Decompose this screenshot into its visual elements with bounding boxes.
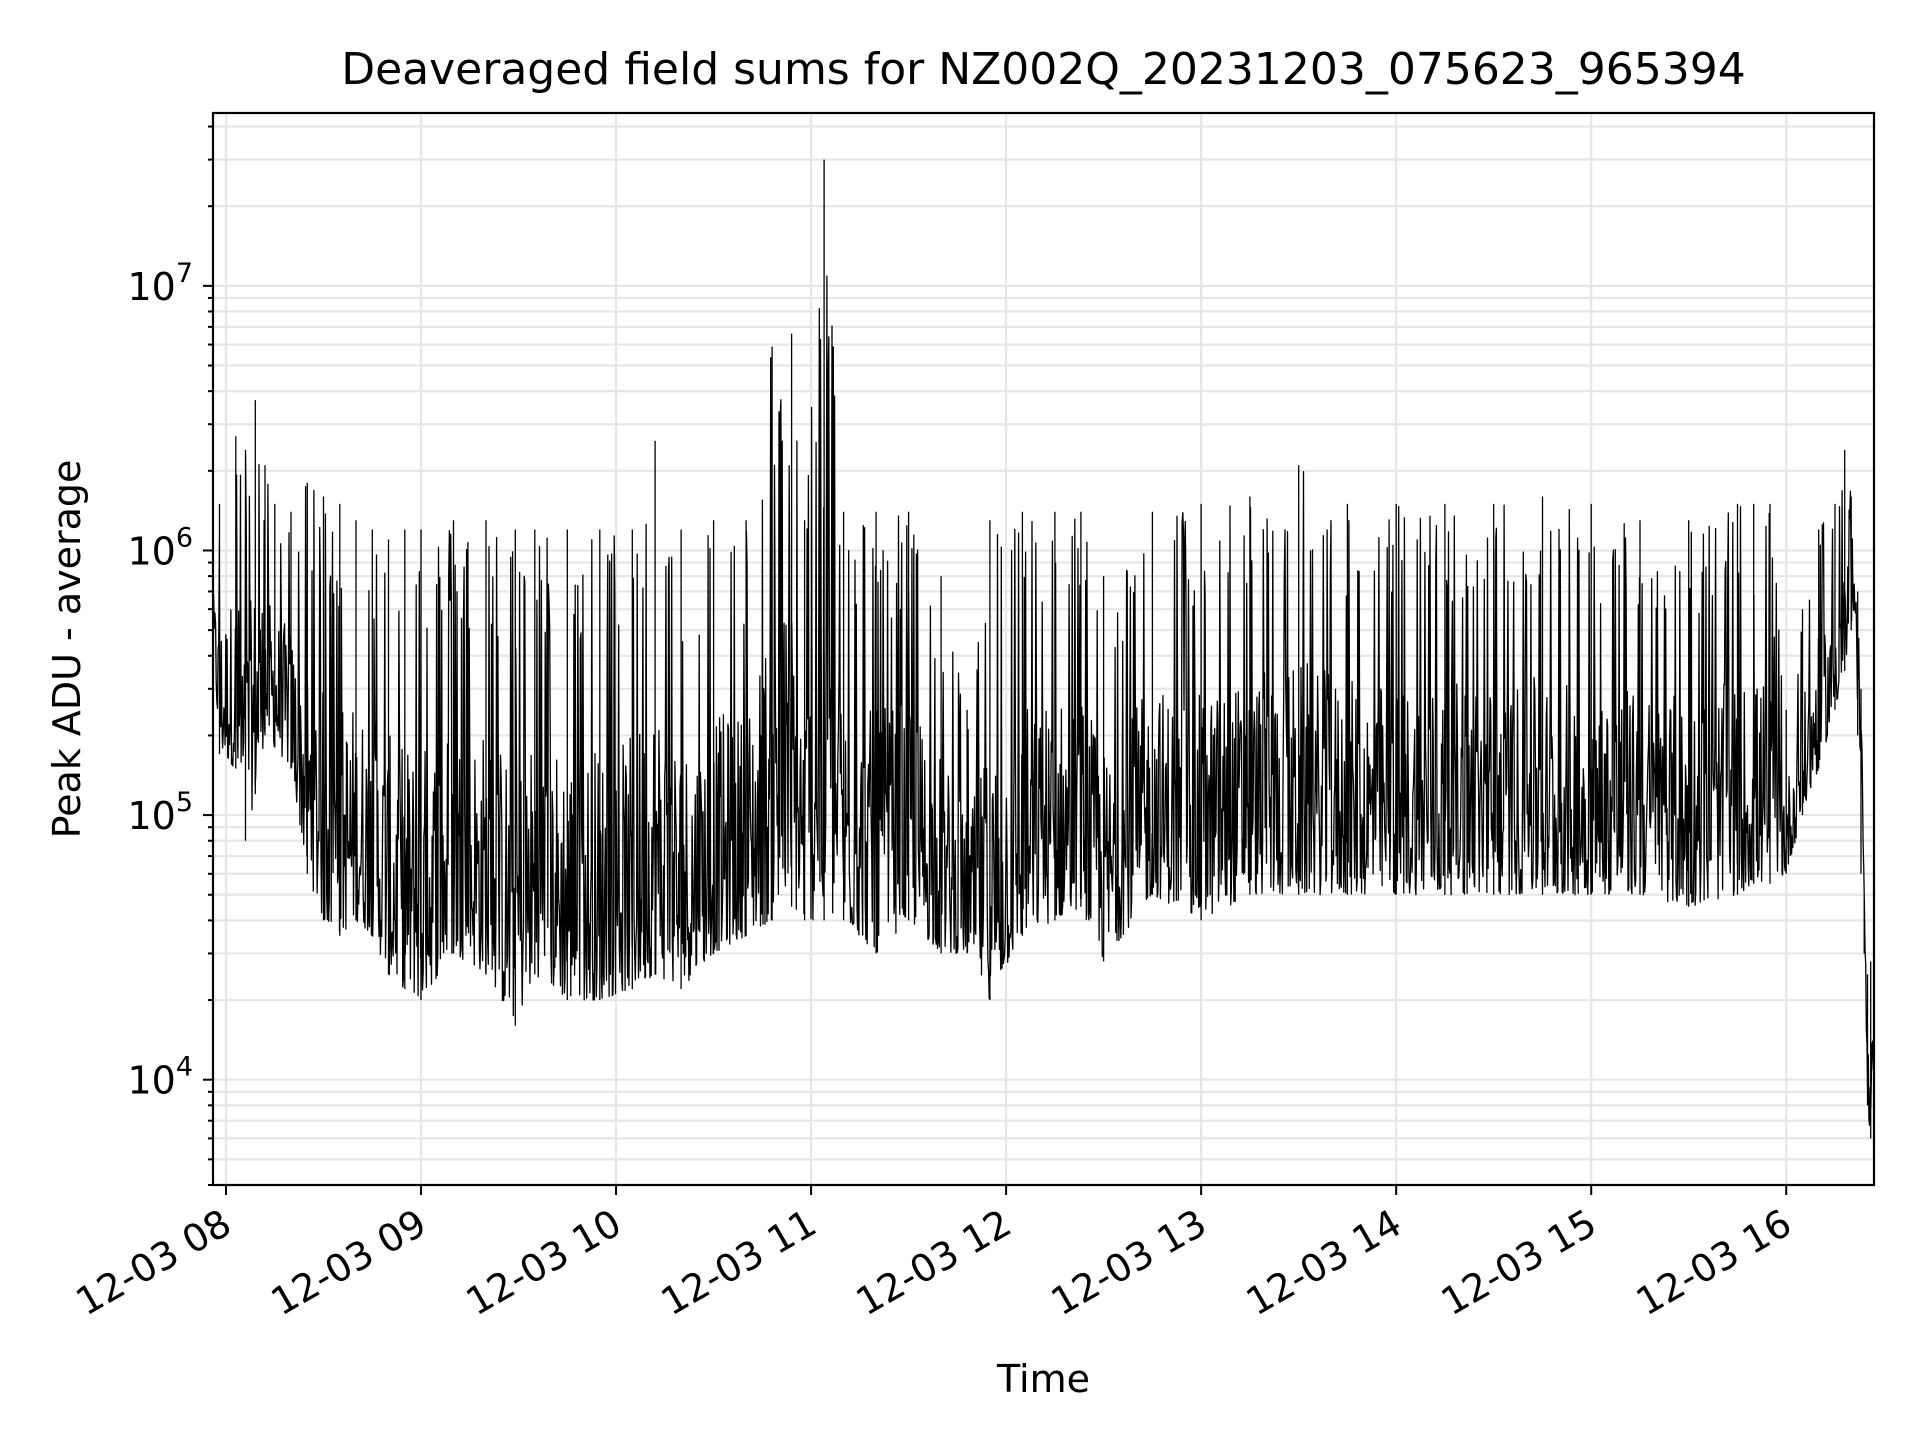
y-axis-label: Peak ADU - average bbox=[45, 460, 89, 839]
y-tick-label: 104 bbox=[127, 1052, 193, 1103]
y-tick-label: 105 bbox=[127, 787, 193, 838]
y-tick-label: 106 bbox=[127, 522, 193, 573]
series-line bbox=[212, 159, 1875, 1139]
y-tick-label: 107 bbox=[127, 258, 193, 309]
data-series bbox=[212, 159, 1875, 1139]
plot-frame bbox=[211, 111, 1876, 1187]
x-axis-label: Time bbox=[996, 1357, 1090, 1401]
chart-title: Deaveraged field sums for NZ002Q_2023120… bbox=[341, 44, 1746, 95]
